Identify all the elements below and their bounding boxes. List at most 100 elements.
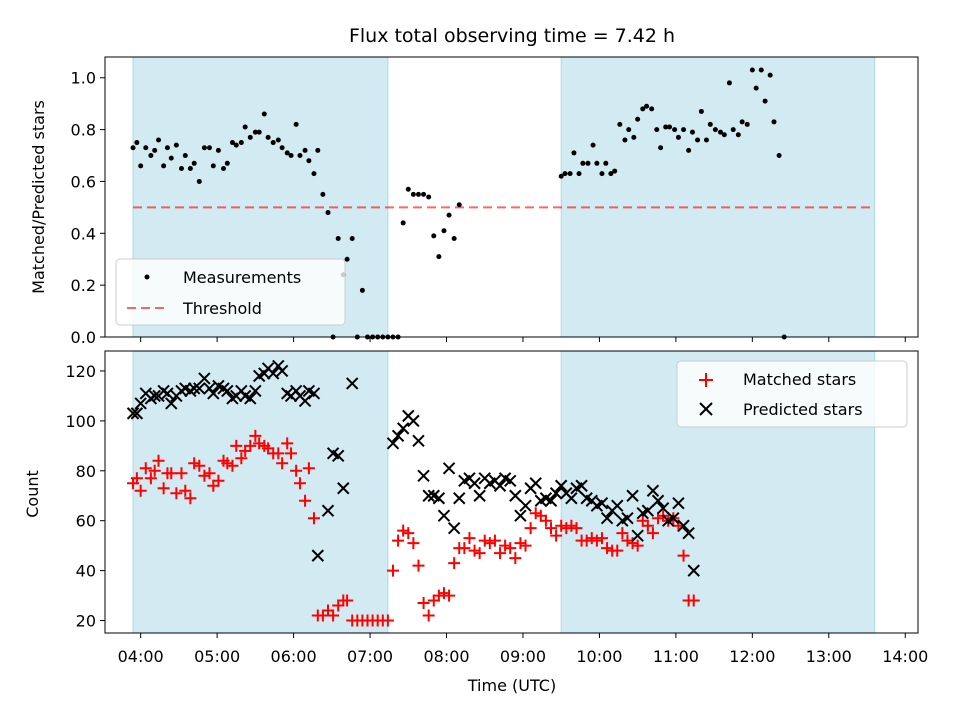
predicted-stars-point <box>621 511 634 525</box>
matched-stars-point <box>144 472 157 485</box>
predicted-stars-point <box>529 477 542 490</box>
predicted-stars-point <box>519 499 532 512</box>
matched-stars-point <box>230 439 243 452</box>
predicted-stars-point <box>646 484 660 497</box>
measurement-point <box>681 127 687 133</box>
measurement-point <box>400 220 406 226</box>
legend-matched-label: Matched stars <box>743 370 856 389</box>
matched-stars-point <box>276 457 289 470</box>
matched-stars-point <box>611 544 624 557</box>
measurement-point <box>238 140 244 146</box>
matched-stars-point <box>514 537 527 550</box>
predicted-stars-point <box>575 479 588 492</box>
matched-stars-point <box>188 457 201 470</box>
top-x-ticks <box>140 337 906 342</box>
legend-measurements-label: Measurements <box>183 268 301 287</box>
predicted-stars-point <box>207 387 220 400</box>
matched-stars-point <box>539 514 552 527</box>
matched-stars-point <box>290 464 303 477</box>
matched-stars-point <box>646 527 659 540</box>
measurement-point <box>221 165 227 171</box>
matched-stars-point <box>687 594 700 607</box>
bottom-y-ticks: 20 40 60 80 100 120 <box>65 362 105 631</box>
predicted-stars-point <box>493 479 507 492</box>
x-tick-label: 14:00 <box>882 647 928 666</box>
matched-stars-point <box>616 527 629 540</box>
matched-stars-point <box>570 522 583 535</box>
measurement-point <box>594 160 600 166</box>
matched-stars-point <box>226 459 239 472</box>
measurement-point <box>187 165 193 171</box>
shaded-interval <box>560 56 876 338</box>
matched-stars-point <box>483 537 496 550</box>
matched-stars-point <box>448 557 461 570</box>
matched-stars-point <box>412 559 425 572</box>
predicted-stars-point <box>417 469 430 482</box>
matched-stars-point <box>422 609 435 622</box>
predicted-stars-point <box>651 494 665 507</box>
predicted-stars-point <box>337 482 350 495</box>
predicted-stars-point <box>453 492 466 505</box>
matched-stars-point <box>432 589 445 602</box>
matched-stars-point <box>595 532 608 545</box>
predicted-stars-point <box>307 387 321 400</box>
matched-stars-point <box>494 547 507 560</box>
matched-stars-point <box>601 542 614 555</box>
measurement-point <box>776 153 782 159</box>
measurement-point <box>456 202 462 208</box>
matched-stars-point <box>170 487 183 500</box>
measurement-point <box>315 147 321 153</box>
matched-stars-point <box>407 537 420 550</box>
predicted-stars-point <box>221 384 234 398</box>
bottom-count-points <box>126 359 700 627</box>
matched-stars-point <box>307 512 320 525</box>
predicted-stars-point <box>331 449 345 463</box>
measurement-point <box>335 235 341 241</box>
measurement-point <box>297 153 303 159</box>
measurement-point <box>730 127 736 133</box>
measurement-point <box>256 129 262 135</box>
measurement-point <box>421 191 427 197</box>
matched-stars-point <box>293 477 306 490</box>
measurement-point <box>571 150 577 156</box>
predicted-stars-point <box>611 499 624 512</box>
x-tick-label: 05:00 <box>194 647 240 666</box>
measurement-point <box>617 121 623 127</box>
bottom-y-axis-label: Count <box>23 470 42 518</box>
measurement-point <box>161 163 167 169</box>
predicted-stars-point <box>437 509 451 522</box>
measurement-point <box>753 85 759 91</box>
measurement-point <box>622 137 628 143</box>
bottom-axes-frame <box>104 350 919 634</box>
y-tick-label: 1.0 <box>71 69 96 88</box>
predicted-stars-point <box>656 502 670 515</box>
matched-stars-point <box>463 532 476 545</box>
measurement-point <box>446 212 452 218</box>
shaded-interval <box>132 350 389 634</box>
measurement-point <box>721 132 727 138</box>
matched-stars-point <box>235 452 248 465</box>
predicted-stars-point <box>148 389 161 403</box>
measurement-point <box>703 137 709 143</box>
predicted-stars-point <box>514 509 527 522</box>
x-tick-label: 12:00 <box>729 647 775 666</box>
predicted-stars-point <box>275 364 289 378</box>
predicted-stars-point <box>672 497 685 510</box>
predicted-stars-point <box>298 394 312 408</box>
predicted-stars-point <box>626 489 639 502</box>
x-tick-label: 04:00 <box>118 647 164 666</box>
measurement-point <box>284 150 290 156</box>
measurement-point <box>275 137 281 143</box>
measurement-point <box>689 129 695 135</box>
measurement-point <box>749 67 755 73</box>
matched-stars-point <box>478 534 491 547</box>
measurement-point <box>599 171 605 177</box>
matched-stars-point <box>341 594 354 607</box>
measurement-point <box>612 168 618 174</box>
matched-stars-point <box>397 524 410 537</box>
x-tick-label: 07:00 <box>347 647 393 666</box>
measurement-point <box>654 127 660 133</box>
measurement-point <box>148 153 154 159</box>
y-tick-label: 20 <box>76 612 96 631</box>
